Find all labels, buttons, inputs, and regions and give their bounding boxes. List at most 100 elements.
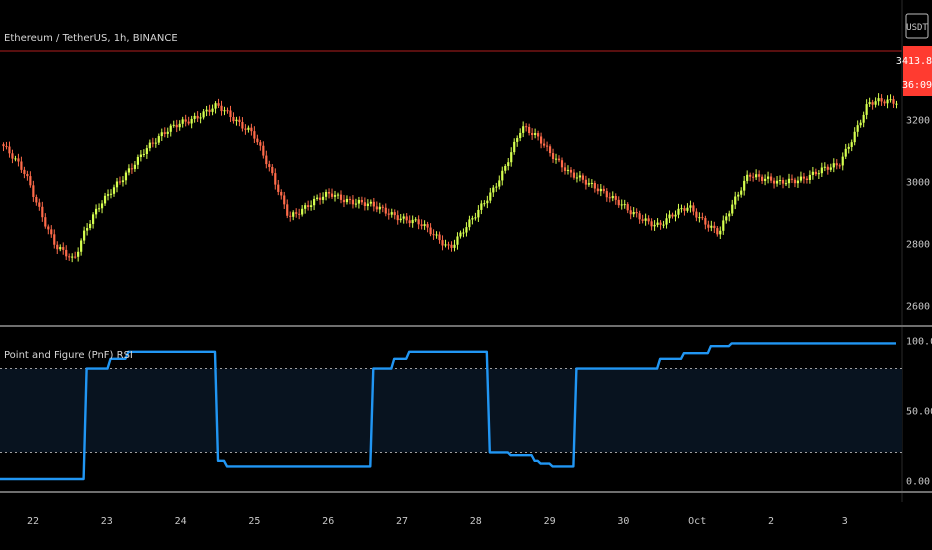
candle — [226, 107, 229, 114]
candle — [761, 174, 764, 184]
candle — [423, 220, 426, 230]
time-tick-label: 23 — [101, 516, 113, 527]
candle — [35, 194, 38, 206]
candle — [384, 203, 387, 217]
time-tick-label: 26 — [322, 516, 334, 527]
candle — [14, 155, 17, 162]
candle — [462, 228, 465, 238]
candle — [880, 94, 883, 106]
candle — [671, 212, 674, 219]
candle — [187, 116, 190, 126]
candle — [629, 206, 632, 220]
candle — [381, 204, 384, 213]
candle — [387, 208, 390, 220]
candle — [608, 192, 611, 203]
candle — [321, 192, 325, 204]
candle — [307, 200, 310, 211]
candle — [115, 177, 119, 193]
candle — [77, 247, 80, 262]
candle — [112, 184, 116, 197]
candle — [769, 173, 773, 184]
candle — [820, 162, 823, 177]
candle — [402, 213, 405, 224]
candle — [74, 251, 77, 259]
currency-badge-box[interactable] — [905, 13, 929, 39]
candle — [339, 190, 343, 204]
candle — [109, 189, 113, 199]
candle — [752, 172, 755, 182]
time-tick-label: 27 — [396, 516, 408, 527]
candle — [163, 127, 166, 138]
candle — [456, 232, 459, 250]
candle — [223, 106, 226, 116]
candle — [420, 219, 423, 230]
candle — [844, 143, 847, 159]
indicator-tick-label: 50.00 — [906, 407, 932, 418]
candle — [232, 112, 235, 124]
price-pane[interactable]: Ethereum / TetherUS, 1h, BINANCE — [0, 33, 902, 263]
candle — [411, 215, 414, 228]
candle — [471, 215, 474, 225]
candle — [265, 150, 268, 169]
candle — [495, 182, 498, 192]
candle — [722, 215, 725, 235]
candle — [740, 187, 743, 198]
candle — [103, 192, 107, 206]
candle — [581, 173, 585, 184]
candle — [775, 175, 779, 187]
candle — [91, 212, 95, 229]
candle — [566, 165, 570, 175]
indicator-pane[interactable]: Point and Figure (PnF) RSI 100.00 50.00 0.… — [0, 337, 932, 488]
candle — [734, 191, 737, 210]
price-tick-label: 3200.00 — [906, 115, 932, 126]
candle — [56, 241, 59, 255]
candle — [375, 201, 378, 213]
candle — [271, 164, 274, 176]
candle — [41, 201, 44, 222]
candle — [838, 163, 841, 169]
candle — [728, 210, 731, 222]
time-axis[interactable]: 22 23 24 25 26 27 28 29 30 Oct 2 3 — [27, 516, 848, 527]
candle — [190, 115, 193, 129]
candle — [787, 173, 791, 189]
candle — [832, 158, 835, 173]
candle — [731, 199, 734, 217]
candle — [29, 171, 32, 188]
candle — [199, 112, 202, 124]
candle — [811, 166, 814, 180]
candle — [136, 154, 139, 170]
currency-badge[interactable]: USDT — [906, 23, 928, 33]
candle — [238, 116, 241, 127]
candle — [575, 172, 579, 183]
candle — [289, 211, 292, 222]
candle — [100, 200, 104, 214]
candle — [743, 176, 746, 196]
candle — [405, 213, 408, 224]
candle — [80, 238, 83, 256]
candle — [23, 166, 26, 179]
candle — [17, 153, 20, 167]
candle — [725, 212, 728, 224]
candle — [486, 195, 489, 209]
candle — [865, 99, 868, 120]
candle — [450, 241, 453, 252]
candle — [498, 175, 501, 190]
candle — [695, 208, 698, 222]
candle — [531, 128, 534, 140]
candle — [534, 128, 537, 139]
candle — [537, 130, 540, 141]
candle — [310, 200, 313, 211]
candle — [214, 101, 217, 114]
candle — [97, 203, 101, 213]
candle — [250, 123, 253, 136]
symbol-title[interactable]: Ethereum / TetherUS, 1h, BINANCE — [4, 33, 178, 44]
candle — [441, 235, 444, 251]
candle — [525, 123, 528, 132]
candle — [617, 196, 620, 208]
indicator-title[interactable]: Point and Figure (PnF) RSI — [4, 350, 133, 361]
candle — [360, 196, 363, 205]
candle — [772, 177, 776, 189]
candle — [444, 239, 447, 248]
candle — [557, 155, 561, 163]
